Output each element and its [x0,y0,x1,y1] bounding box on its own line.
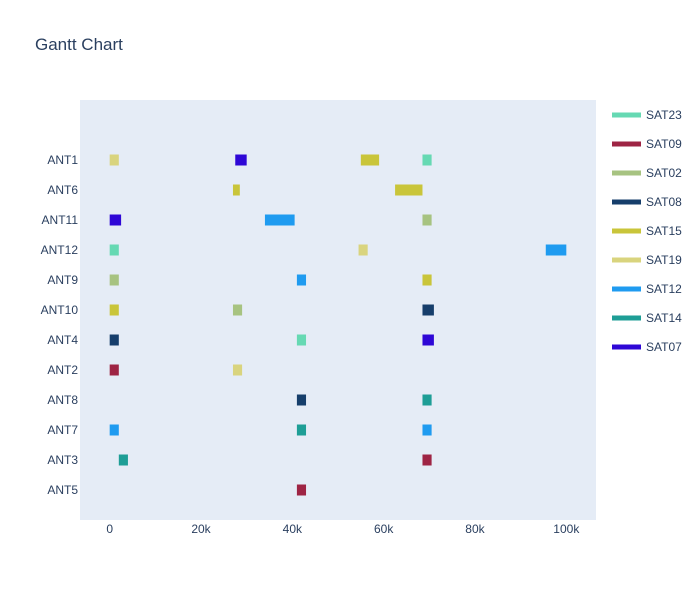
legend-item-sat19[interactable]: SAT19 [612,253,682,267]
legend-item-sat07[interactable]: SAT07 [612,340,682,354]
legend-item-sat14[interactable]: SAT14 [612,311,682,325]
chart-title: Gantt Chart [35,35,123,54]
y-tick-label-ant9: ANT9 [47,273,78,287]
bar-sat08-ant8-2[interactable] [296,394,307,406]
legend-item-sat08[interactable]: SAT08 [612,195,682,209]
bar-sat15-ant9-3[interactable] [422,274,432,286]
bar-sat12-ant9-2[interactable] [296,274,307,286]
plot-area [80,100,596,520]
y-tick-label-ant10: ANT10 [41,303,79,317]
legend-label-sat02: SAT02 [646,166,682,180]
legend-label-sat08: SAT08 [646,195,682,209]
y-tick-label-ant11: ANT11 [42,213,79,227]
bar-sat23-ant12-1[interactable] [109,244,119,256]
legend-label-sat14: SAT14 [646,311,682,325]
bar-sat09-ant2-0[interactable] [109,364,119,376]
legend-label-sat15: SAT15 [646,224,682,238]
x-tick-label-100k: 100k [553,522,580,536]
bar-sat23-ant4-2[interactable] [296,334,307,346]
legend-item-sat12[interactable]: SAT12 [612,282,682,296]
bar-sat15-ant6-2[interactable] [395,184,423,196]
bar-sat02-ant11-0[interactable] [422,214,432,226]
bar-sat15-ant10-4[interactable] [109,304,119,316]
legend-label-sat12: SAT12 [646,282,682,296]
y-ticks-layer: ANT1 ANT6 ANT11 ANT12 ANT9 ANT10 ANT4 ANT2 ANT8 A… [41,153,79,497]
bar-sat15-ant1-0[interactable] [360,154,380,166]
bar-sat19-ant1-0[interactable] [109,154,119,166]
x-tick-label-80k: 80k [465,522,485,536]
y-tick-label-ant12: ANT12 [41,243,79,257]
bars-layer [109,154,567,496]
bar-sat07-ant11-1[interactable] [109,214,122,226]
legend-label-sat09: SAT09 [646,137,682,151]
bar-sat02-ant10-2[interactable] [232,304,243,316]
bar-sat19-ant12-1[interactable] [358,244,368,256]
y-tick-label-ant3: ANT3 [47,453,78,467]
bar-sat15-ant6-1[interactable] [232,184,240,196]
bar-sat12-ant12-1[interactable] [545,244,567,256]
bar-sat12-ant7-4[interactable] [422,424,432,436]
legend-item-sat15[interactable]: SAT15 [612,224,682,238]
bar-sat19-ant2-2[interactable] [232,364,243,376]
bar-sat07-ant1-0[interactable] [235,154,247,166]
bar-sat02-ant9-1[interactable] [109,274,119,286]
x-ticks-layer: 0 20k 40k 60k 80k 100k [106,522,580,536]
bar-sat08-ant10-0[interactable] [422,304,434,316]
bar-sat12-ant11-0[interactable] [264,214,295,226]
y-tick-label-ant6: ANT6 [47,183,78,197]
bar-sat12-ant7-3[interactable] [109,424,119,436]
y-tick-label-ant5: ANT5 [47,483,78,497]
legend[interactable]: SAT23 SAT09 SAT02 SAT08 SAT15 SAT19 SAT12 SAT14… [612,108,682,354]
x-tick-label-20k: 20k [191,522,211,536]
bar-sat08-ant4-1[interactable] [109,334,119,346]
bar-sat07-ant4-2[interactable] [422,334,434,346]
bar-sat14-ant3-2[interactable] [118,454,128,466]
y-tick-label-ant7: ANT7 [47,423,78,437]
y-tick-label-ant4: ANT4 [47,333,78,347]
y-tick-label-ant2: ANT2 [47,363,78,377]
legend-label-sat07: SAT07 [646,340,682,354]
bar-sat09-ant3-1[interactable] [422,454,432,466]
legend-item-sat02[interactable]: SAT02 [612,166,682,180]
bar-sat14-ant7-1[interactable] [296,424,307,436]
legend-label-sat19: SAT19 [646,253,682,267]
x-tick-label-0: 0 [106,522,113,536]
bar-sat09-ant5-2[interactable] [296,484,307,496]
legend-label-sat23: SAT23 [646,108,682,122]
bar-sat23-ant1-0[interactable] [422,154,432,166]
bar-sat14-ant8-0[interactable] [422,394,432,406]
legend-item-sat09[interactable]: SAT09 [612,137,682,151]
x-tick-label-60k: 60k [374,522,394,536]
x-tick-label-40k: 40k [283,522,303,536]
y-tick-label-ant1: ANT1 [47,153,78,167]
y-tick-label-ant8: ANT8 [47,393,78,407]
legend-item-sat23[interactable]: SAT23 [612,108,682,122]
